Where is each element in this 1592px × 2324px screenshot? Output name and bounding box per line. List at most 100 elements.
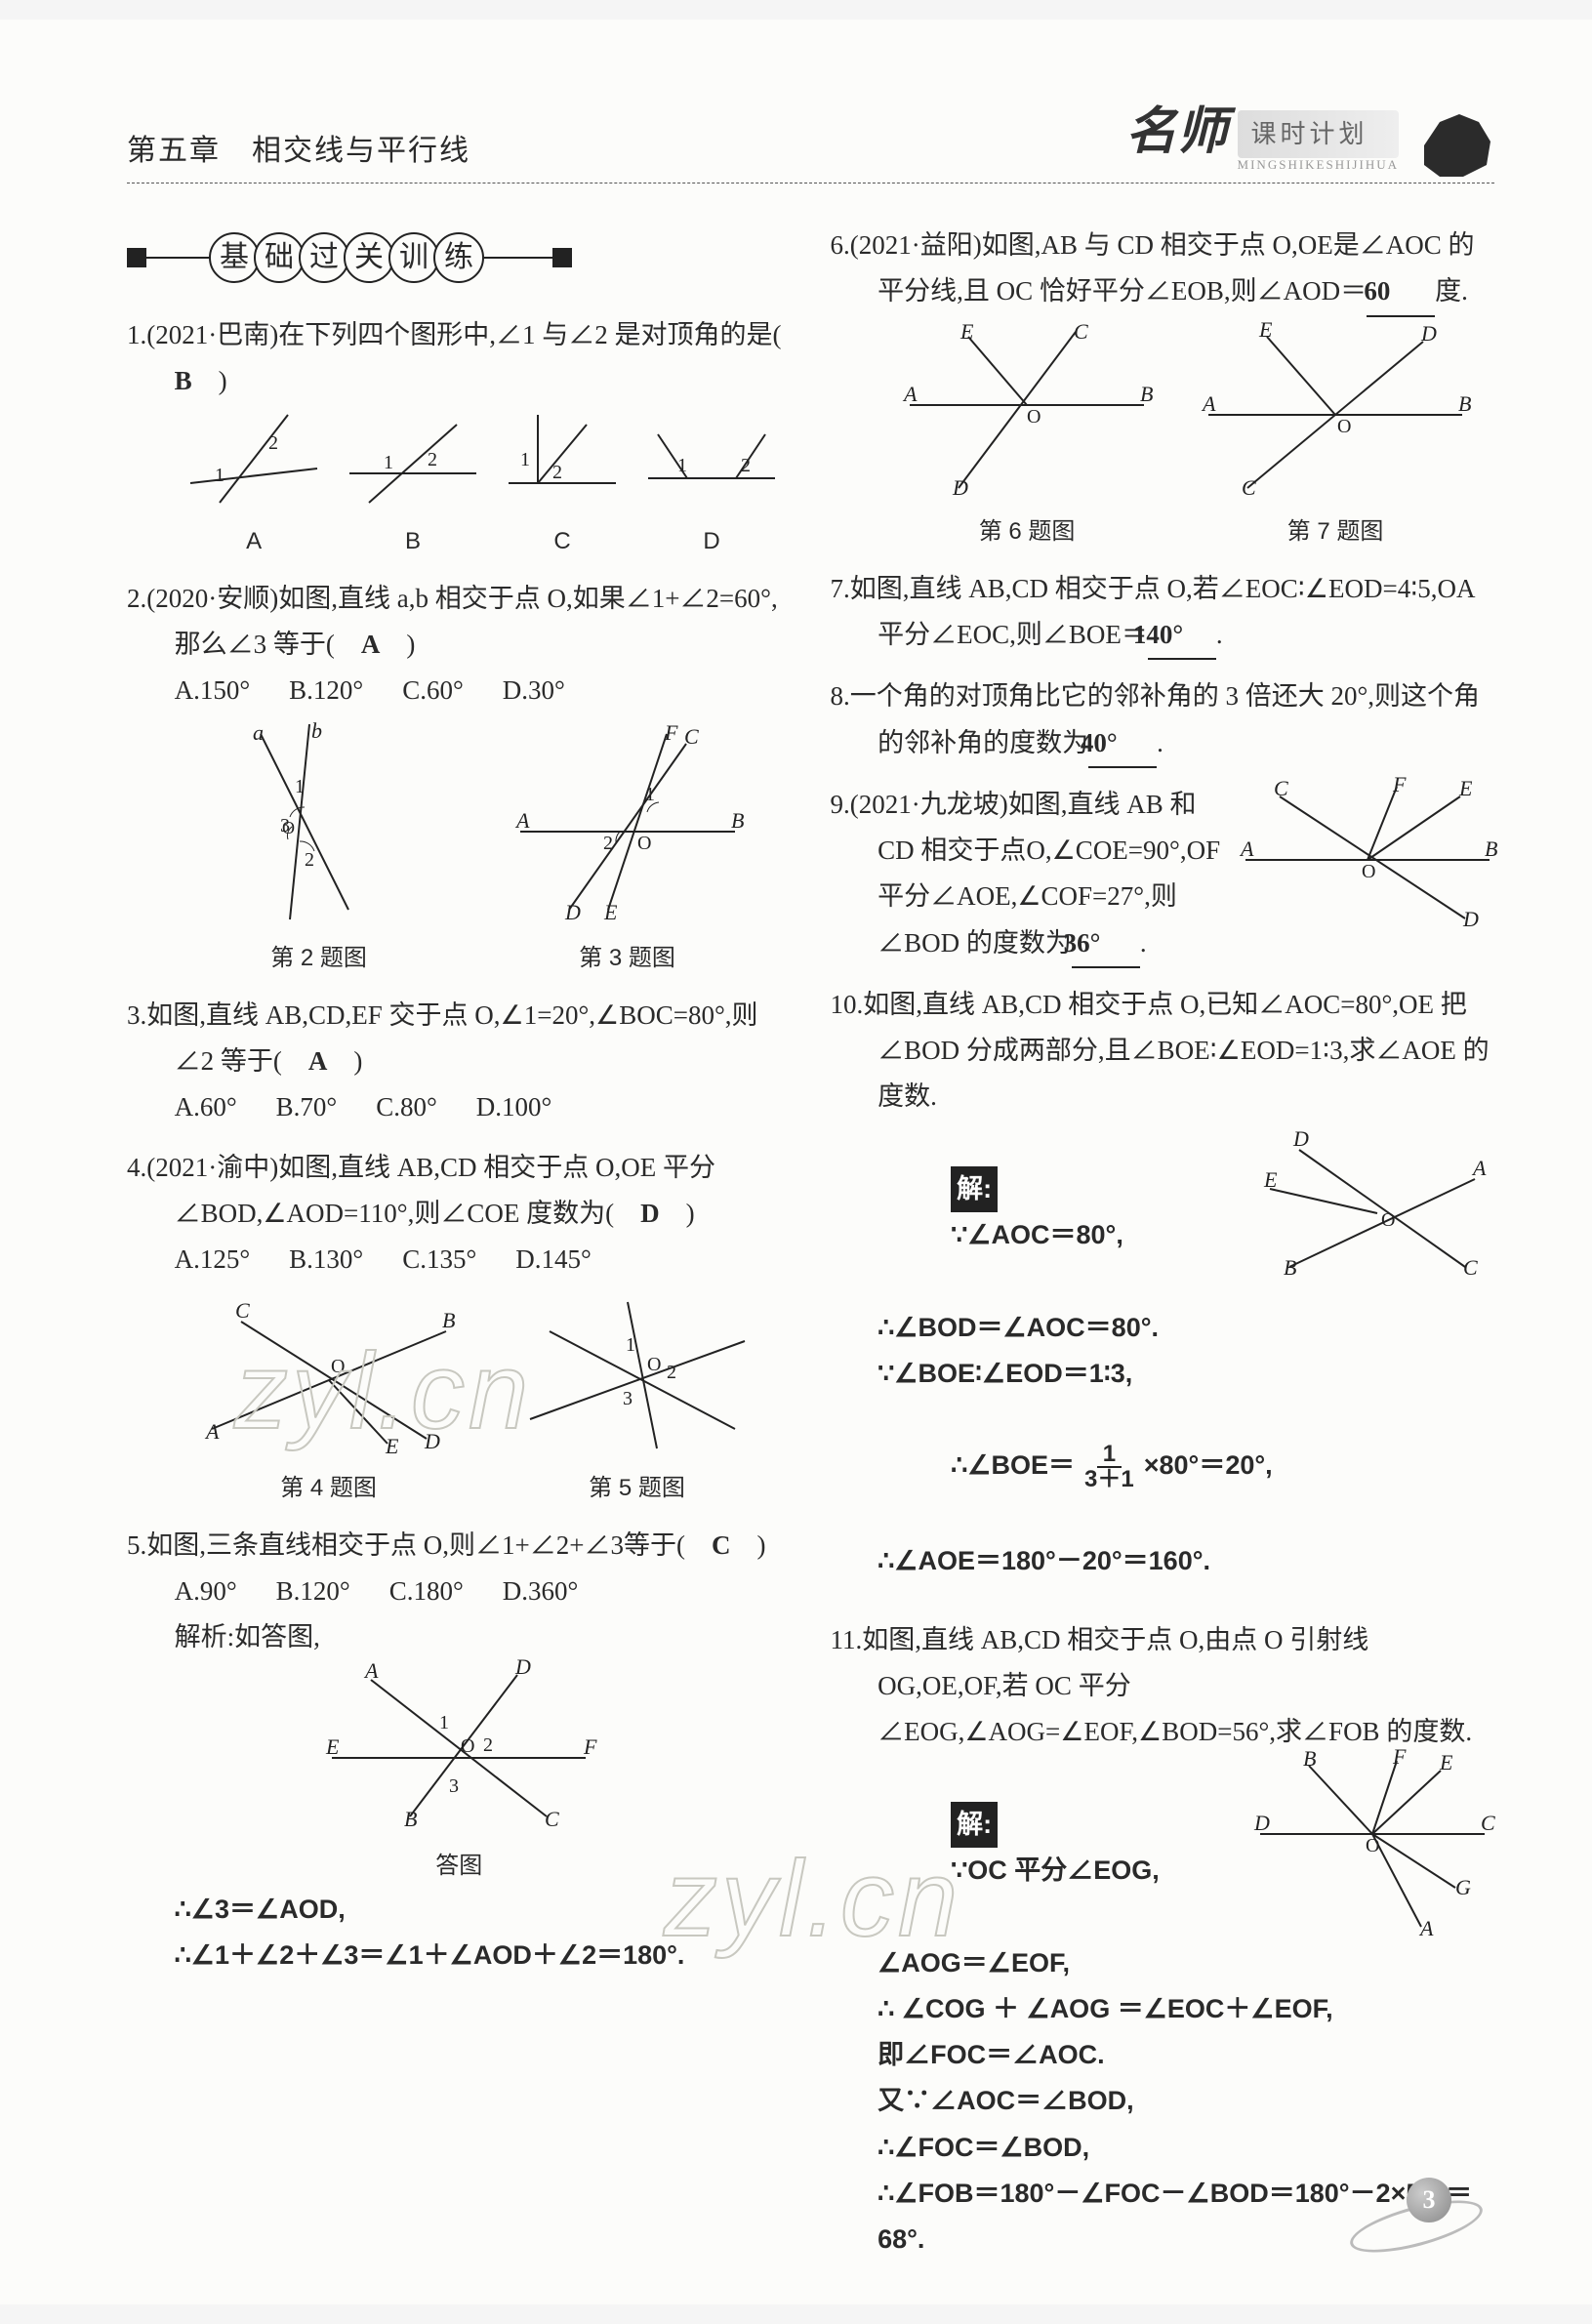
q5-analysis-label: 解析:如答图, — [127, 1614, 792, 1660]
q1-text: 1.(2021·巴南)在下列四个图形中,∠1 与∠2 是对顶角的是( B ) — [127, 312, 792, 405]
svg-text:A: A — [1239, 836, 1254, 861]
svg-text:E: E — [603, 900, 618, 924]
svg-text:E: E — [1258, 317, 1273, 342]
q4-options: A.125° B.130° C.135° D.145° — [127, 1237, 792, 1283]
q2-opt-d: D.30° — [503, 668, 565, 714]
svg-text:C: C — [1242, 475, 1256, 500]
q5-line1: ∴∠3＝∠AOD, — [127, 1887, 792, 1933]
q5-solution-figure: A D E F B C 1 2 3 O 答图 — [127, 1660, 792, 1886]
svg-text:D: D — [1420, 321, 1437, 346]
svg-text:A: A — [1418, 1916, 1434, 1940]
q6-q7-figures: A B C D E O 第 6 题图 — [831, 327, 1495, 552]
question-8: 8.一个角的对顶角比它的邻补角的 3 倍还大 20°,则这个角的邻补角的度数为4… — [831, 673, 1495, 768]
q5-opt-a: A.90° — [175, 1569, 237, 1614]
svg-text:D: D — [514, 1654, 531, 1679]
svg-text:O: O — [1366, 1835, 1379, 1856]
svg-text:2: 2 — [741, 455, 751, 476]
svg-text:B: B — [731, 808, 744, 833]
svg-text:A: A — [204, 1419, 220, 1444]
q2-opt-b: B.120° — [289, 668, 363, 714]
q1-stem: 1.(2021·巴南)在下列四个图形中,∠1 与∠2 是对顶角的是( — [127, 320, 807, 349]
q10-s4: ∴∠BOE＝13＋1×80°＝20°, — [831, 1397, 1495, 1538]
svg-text:F: F — [1392, 772, 1407, 796]
brand: 名师 课时计划 MINGSHIKESHIJIHUA — [1126, 88, 1494, 177]
q5-caption: 第 5 题图 — [510, 1468, 764, 1509]
page-number-value: 3 — [1423, 2178, 1436, 2222]
right-column: 6.(2021·益阳)如图,AB 与 CD 相交于点 O,OE是∠AOC 的平分… — [831, 223, 1495, 2276]
q11-text: 11.如图,直线 AB,CD 相交于点 O,由点 O 引射线 OG,OE,OF,… — [831, 1617, 1495, 1756]
q9-figure: A B C D E F O — [1241, 782, 1494, 943]
page-number-ball: 3 — [1407, 2178, 1451, 2222]
svg-text:2: 2 — [667, 1362, 676, 1383]
q3-tail: ) — [327, 1046, 362, 1076]
q2-answer: A — [361, 630, 381, 659]
svg-text:F: F — [583, 1734, 597, 1759]
q6-unit: 度. — [1435, 276, 1468, 306]
page-header: 第五章 相交线与平行线 名师 课时计划 MINGSHIKESHIJIHUA — [127, 88, 1494, 183]
svg-text:1: 1 — [677, 455, 687, 476]
q11-s6: ∴∠FOC＝∠BOD, — [831, 2125, 1495, 2171]
svg-text:2: 2 — [268, 432, 278, 454]
brand-logo: 名师 — [1126, 88, 1228, 177]
q1-fig-a: 1 2 A — [190, 415, 317, 562]
q2-stem: 2.(2020·安顺)如图,直线 a,b 相交于点 O,如果∠1+∠2=60°,… — [127, 584, 778, 659]
q8-tail: . — [1157, 728, 1163, 757]
q9-stem: 9.(2021·九龙坡)如图,直线 AB 和 CD 相交于点O,∠COE=90°… — [831, 790, 1227, 958]
page-number: 3 — [1367, 2178, 1485, 2246]
question-10: 10.如图,直线 AB,CD 相交于点 O,已知∠AOC=80°,OE 把∠BO… — [831, 982, 1495, 1604]
svg-text:C: C — [1463, 1255, 1478, 1280]
title-bubbles: 基 础 过 关 训 练 — [215, 232, 484, 283]
question-2: 2.(2020·安顺)如图,直线 a,b 相交于点 O,如果∠1+∠2=60°,… — [127, 576, 792, 979]
square-right-icon — [552, 248, 572, 267]
q2-tail: ) — [380, 630, 415, 659]
q5-line2: ∴∠1＋∠2＋∠3＝∠1＋∠AOD＋∠2＝180°. — [127, 1933, 792, 1978]
svg-text:O: O — [282, 818, 295, 837]
q4-figure: A B C D E O 第 4 题图 — [202, 1292, 456, 1508]
section-title: 基 础 过 关 训 练 — [127, 232, 792, 283]
square-left-icon — [127, 248, 146, 267]
q4-caption: 第 4 题图 — [202, 1468, 456, 1509]
q10-s5: ∴∠AOE＝180°－20°＝160°. — [831, 1538, 1495, 1584]
svg-text:3: 3 — [623, 1388, 633, 1409]
svg-text:1: 1 — [520, 449, 530, 470]
q2-opt-c: C.60° — [402, 668, 464, 714]
solution-label: 解: — [951, 1166, 998, 1212]
svg-text:1: 1 — [295, 776, 305, 797]
q4-text: 4.(2021·渝中)如图,直线 AB,CD 相交于点 O,OE 平分∠BOD,… — [127, 1145, 792, 1238]
q3-opt-c: C.80° — [376, 1084, 437, 1130]
svg-text:O: O — [331, 1356, 345, 1377]
q5-text: 5.如图,三条直线相交于点 O,则∠1+∠2+∠3等于( C ) — [127, 1523, 792, 1569]
svg-text:D: D — [564, 900, 581, 924]
svg-text:E: E — [1263, 1167, 1278, 1192]
bubble-char: 训 — [388, 232, 439, 283]
q1-answer: B — [175, 366, 192, 395]
q3-opt-a: A.60° — [175, 1084, 237, 1130]
bubble-char: 关 — [344, 232, 394, 283]
svg-text:B: B — [442, 1308, 455, 1332]
svg-text:F: F — [664, 720, 678, 745]
q3-opt-d: D.100° — [476, 1084, 552, 1130]
q2-opt-a: A.150° — [175, 668, 251, 714]
svg-text:E: E — [1458, 776, 1473, 800]
bubble-char: 过 — [299, 232, 349, 283]
svg-text:C: C — [1274, 776, 1288, 800]
hline-right — [484, 257, 552, 259]
svg-text:1: 1 — [626, 1334, 635, 1356]
svg-text:D: D — [1462, 907, 1479, 931]
q3-stem: 3.如图,直线 AB,CD,EF 交于点 O,∠1=20°,∠BOC=80°,则… — [127, 1000, 758, 1076]
q1-label-c: C — [509, 521, 616, 562]
question-7: 7.如图,直线 AB,CD 相交于点 O,若∠EOC∶∠EOD=4∶5,OA 平… — [831, 566, 1495, 661]
q3-options: A.60° B.70° C.80° D.100° — [127, 1084, 792, 1130]
hline-left — [146, 257, 215, 259]
q8-text: 8.一个角的对顶角比它的邻补角的 3 倍还大 20°,则这个角的邻补角的度数为4… — [831, 673, 1495, 768]
q10-s4b: ×80°＝20°, — [1144, 1450, 1273, 1480]
q7-blank: 140° — [1148, 612, 1216, 660]
svg-text:C: C — [684, 724, 699, 749]
q8-blank: 40° — [1088, 720, 1157, 768]
q1-label-a: A — [190, 521, 317, 562]
q4-answer: D — [640, 1199, 660, 1228]
svg-text:1: 1 — [439, 1712, 449, 1733]
svg-text:O: O — [1381, 1209, 1395, 1231]
svg-text:D: D — [424, 1429, 440, 1453]
q10-s3: ∵∠BOE∶∠EOD＝1∶3, — [831, 1351, 1495, 1397]
